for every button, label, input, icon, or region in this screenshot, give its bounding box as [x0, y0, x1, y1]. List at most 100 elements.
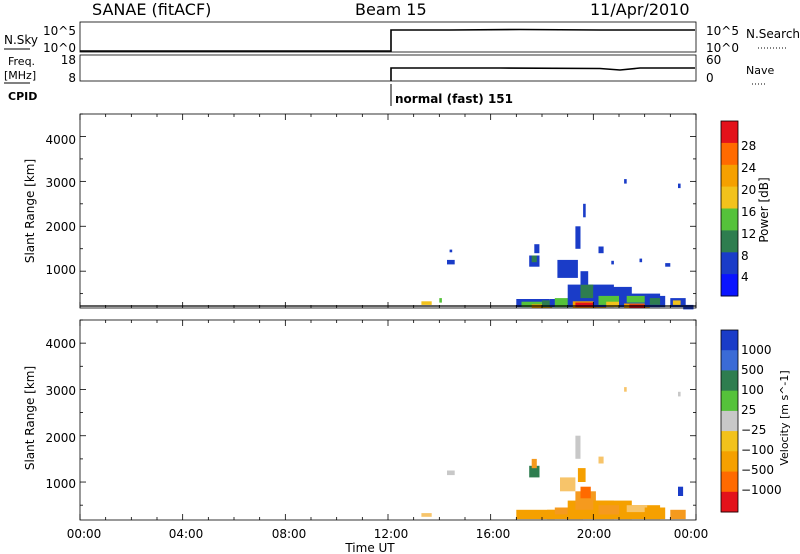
echo-cell — [583, 203, 586, 218]
echo-cell — [447, 470, 455, 476]
power-colorbar-frame — [720, 120, 739, 297]
echo-cell — [626, 505, 648, 513]
power-ytick-3000: 3000 — [45, 176, 76, 190]
nsky-trace — [80, 28, 695, 52]
power-colorbar-swatches — [721, 121, 738, 297]
nsky-panel: N.Sky 10^5 10^0 10^5 10^0 N.Search — [4, 21, 800, 55]
colorbar-swatch — [721, 164, 738, 188]
colorbar-swatch — [721, 370, 738, 392]
colorbar-swatch — [721, 330, 738, 351]
velocity-colorbar-swatches — [721, 330, 738, 513]
echo-cell — [598, 246, 604, 254]
freq-label-line2: [MHz] — [4, 69, 36, 82]
echo-cell — [606, 301, 619, 308]
velocity-cbar-label: Velocity [m s^-1] — [778, 370, 791, 465]
xtick-2400: 00:00 — [674, 527, 709, 541]
echo-cell — [626, 295, 648, 303]
power-cbar-tick-20: 20 — [741, 183, 756, 197]
xtick-0400: 04:00 — [169, 527, 204, 541]
velocity-cbar-tick-m500: −500 — [741, 463, 774, 477]
echo-cell — [575, 435, 581, 459]
power-cells — [421, 179, 694, 310]
echo-cell — [598, 456, 604, 464]
nsky-tick-high: 10^5 — [43, 24, 76, 38]
nave-tick-low: 0 — [706, 71, 714, 85]
colorbar-swatch — [721, 431, 738, 452]
echo-cell — [670, 509, 686, 520]
power-cbar-tick-12: 12 — [741, 227, 756, 241]
power-frame — [79, 113, 697, 309]
echo-cell — [624, 387, 627, 392]
power-cbar-tick-4: 4 — [741, 270, 749, 284]
colorbar-swatch — [721, 410, 738, 432]
velocity-colorbar: 1000 500 100 25 −25 −100 −500 −1000 Velo… — [720, 329, 791, 513]
velocity-colorbar-frame — [720, 329, 739, 513]
power-colorbar: 28 24 20 16 12 8 4 Power [dB] — [720, 120, 771, 297]
echo-cell — [531, 255, 537, 263]
velocity-ytick-4000: 4000 — [45, 337, 76, 351]
power-cbar-tick-8: 8 — [741, 249, 749, 263]
echo-cell — [649, 298, 661, 305]
time-axis-labels: 00:00 04:00 08:00 12:00 16:00 20:00 00:0… — [67, 527, 709, 554]
station-title: SANAE (fitACF) — [92, 0, 211, 19]
velocity-cbar-tick-100: 100 — [741, 383, 764, 397]
velocity-panel: Slant Range [km] 1000 2000 3000 4000 — [23, 319, 697, 521]
velocity-cbar-tick-m25: −25 — [741, 423, 766, 437]
power-tick-marks — [79, 113, 697, 308]
echo-cell — [449, 249, 453, 253]
velocity-cbar-tick-1000: 1000 — [741, 343, 772, 357]
nsky-tick-low: 10^0 — [43, 41, 76, 55]
freq-panel: Freq. [MHz] 18 8 60 0 Nave — [4, 53, 774, 85]
echo-cell — [678, 183, 681, 189]
echo-cell — [421, 301, 432, 305]
echo-cell — [557, 259, 578, 278]
colorbar-swatch — [721, 142, 738, 166]
freq-frame — [79, 54, 697, 82]
echo-cell — [447, 259, 455, 265]
velocity-cbar-tick-m100: −100 — [741, 443, 774, 457]
echo-cell — [611, 260, 614, 265]
freq-label-line1: Freq. — [8, 55, 35, 68]
freq-tick-low: 8 — [68, 71, 76, 85]
xtick-0000: 00:00 — [67, 527, 102, 541]
nsearch-tick-low: 10^0 — [706, 41, 739, 55]
colorbar-swatch — [721, 121, 738, 144]
echo-cell — [644, 507, 666, 520]
colorbar-swatch — [721, 451, 738, 472]
nave-label: Nave — [746, 64, 774, 77]
colorbar-swatch — [721, 186, 738, 209]
velocity-ytick-1000: 1000 — [45, 477, 76, 491]
velocity-ylabel: Slant Range [km] — [23, 366, 37, 470]
nsky-label: N.Sky — [4, 33, 38, 47]
nsearch-tick-high: 10^5 — [706, 24, 739, 38]
freq-trace — [390, 67, 695, 81]
velocity-ytick-3000: 3000 — [45, 384, 76, 398]
velocity-cbar-tick-m1000: −1000 — [741, 483, 782, 497]
xtick-2000: 20:00 — [577, 527, 612, 541]
colorbar-swatch — [721, 390, 738, 412]
echo-cell — [678, 391, 681, 397]
echo-cell — [534, 244, 540, 254]
echo-cell — [598, 505, 619, 515]
echo-cell — [547, 509, 583, 520]
power-ytick-4000: 4000 — [45, 133, 76, 147]
power-cbar-tick-24: 24 — [741, 161, 756, 175]
echo-cell — [678, 486, 684, 496]
nsearch-label: N.Search — [746, 27, 800, 41]
velocity-cells — [421, 387, 686, 520]
power-ylabel: Slant Range [km] — [23, 159, 37, 263]
power-panel: Slant Range [km] 1000 2000 3000 4000 — [23, 113, 697, 310]
echo-cell — [624, 179, 627, 184]
echo-cell — [421, 513, 432, 517]
power-yticks: 1000 2000 3000 4000 — [45, 133, 76, 277]
echo-cell — [683, 304, 694, 310]
nave-tick-high: 60 — [706, 53, 721, 67]
power-ytick-1000: 1000 — [45, 263, 76, 277]
echo-cell — [575, 302, 596, 308]
beam-title: Beam 15 — [355, 0, 427, 19]
date-title: 11/Apr/2010 — [590, 0, 690, 19]
echo-cell — [665, 263, 671, 267]
echo-cell — [554, 298, 573, 308]
colorbar-swatch — [721, 471, 738, 493]
